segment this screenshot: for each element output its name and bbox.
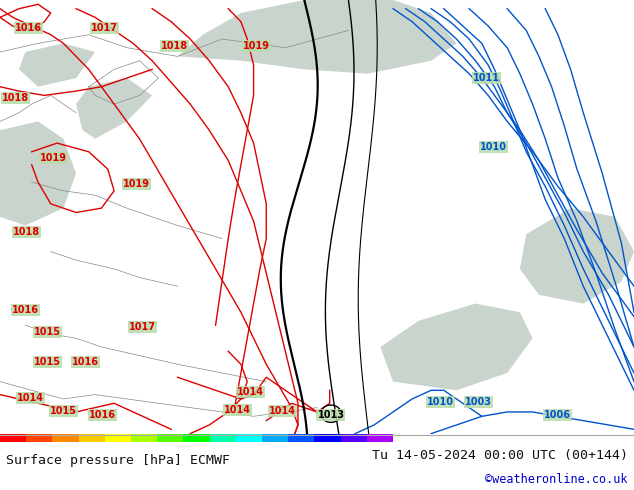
Polygon shape xyxy=(19,44,95,87)
Polygon shape xyxy=(76,78,152,139)
Bar xyxy=(0,434,26,442)
Text: 1018: 1018 xyxy=(13,227,40,237)
Bar xyxy=(236,434,262,442)
Text: Tu 14-05-2024 00:00 UTC (00+144): Tu 14-05-2024 00:00 UTC (00+144) xyxy=(372,448,628,462)
Text: 1015: 1015 xyxy=(34,327,61,337)
Text: 1016: 1016 xyxy=(89,411,116,420)
Text: 1018: 1018 xyxy=(3,93,29,102)
Bar xyxy=(26,434,53,442)
Bar xyxy=(105,434,131,442)
Bar xyxy=(53,434,79,442)
Text: 1010: 1010 xyxy=(480,143,507,152)
Text: 1017: 1017 xyxy=(129,322,156,332)
Text: 1014: 1014 xyxy=(269,406,295,416)
Text: 1014: 1014 xyxy=(17,393,44,403)
Bar xyxy=(314,434,340,442)
Text: 1010: 1010 xyxy=(427,397,454,407)
Text: 1019: 1019 xyxy=(123,179,150,189)
Bar xyxy=(210,434,236,442)
Text: ©weatheronline.co.uk: ©weatheronline.co.uk xyxy=(485,473,628,487)
Text: 1017: 1017 xyxy=(91,23,118,33)
Text: 1006: 1006 xyxy=(545,411,571,420)
Bar xyxy=(340,434,367,442)
Text: Surface pressure [hPa] ECMWF: Surface pressure [hPa] ECMWF xyxy=(6,454,230,467)
Text: 1019: 1019 xyxy=(41,153,67,163)
Text: 1003: 1003 xyxy=(465,397,492,407)
Polygon shape xyxy=(178,0,456,74)
Bar xyxy=(183,434,210,442)
Text: 1013: 1013 xyxy=(318,411,344,420)
Polygon shape xyxy=(380,304,533,390)
Text: 1015: 1015 xyxy=(34,357,61,367)
Text: 1014: 1014 xyxy=(224,405,251,415)
Text: 1011: 1011 xyxy=(474,73,500,83)
Bar xyxy=(157,434,183,442)
Text: 1018: 1018 xyxy=(161,41,188,50)
Bar xyxy=(262,434,288,442)
Text: 1016: 1016 xyxy=(15,23,42,33)
Bar xyxy=(79,434,105,442)
Bar xyxy=(288,434,314,442)
Polygon shape xyxy=(0,122,76,225)
Text: 1016: 1016 xyxy=(12,305,39,315)
Text: 1015: 1015 xyxy=(50,406,77,416)
Text: 1014: 1014 xyxy=(237,388,264,397)
Bar xyxy=(131,434,157,442)
Text: 1019: 1019 xyxy=(243,41,270,50)
Bar xyxy=(367,434,393,442)
Text: 1016: 1016 xyxy=(72,357,99,367)
Polygon shape xyxy=(520,208,634,304)
